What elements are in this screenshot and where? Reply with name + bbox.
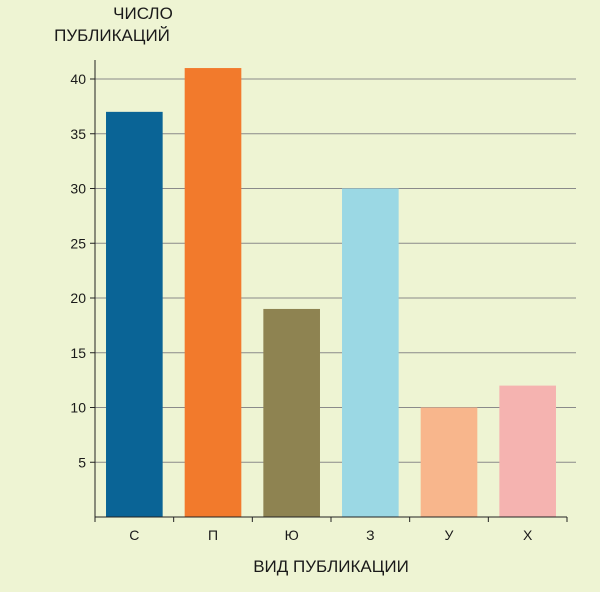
gridlines [90, 78, 576, 463]
y-tick-label: 20 [70, 290, 86, 306]
y-tick-label: 40 [70, 71, 86, 87]
bar-3 [263, 308, 320, 517]
x-axis-title: ВИД ПУБЛИКАЦИИ [253, 557, 409, 576]
y-tick-label: 25 [70, 235, 86, 251]
axes [94, 60, 567, 518]
bars [106, 68, 556, 518]
bar-5 [420, 407, 478, 517]
x-tick-label: П [208, 527, 218, 543]
x-tick-label: Х [523, 527, 533, 543]
y-tick-label: 15 [70, 345, 86, 361]
bar-1 [106, 111, 163, 517]
bar-4 [342, 188, 399, 517]
y-tick-label: 35 [70, 126, 86, 142]
y-axis-title-line-1: ЧИСЛО [113, 4, 173, 23]
y-tick-label: 5 [78, 454, 86, 470]
y-tick-labels: 5 10 15 20 25 30 35 40 [70, 71, 86, 470]
bar-6 [499, 385, 556, 517]
x-tick-label: Ю [285, 527, 299, 543]
bar-2 [184, 68, 242, 518]
y-axis-title-line-2: ПУБЛИКАЦИЙ [54, 26, 170, 45]
x-tick-label: З [366, 527, 374, 543]
x-tick-label: У [445, 527, 454, 543]
x-tick-label: С [129, 527, 139, 543]
y-tick-label: 10 [70, 400, 86, 416]
y-tick-label: 30 [70, 181, 86, 197]
